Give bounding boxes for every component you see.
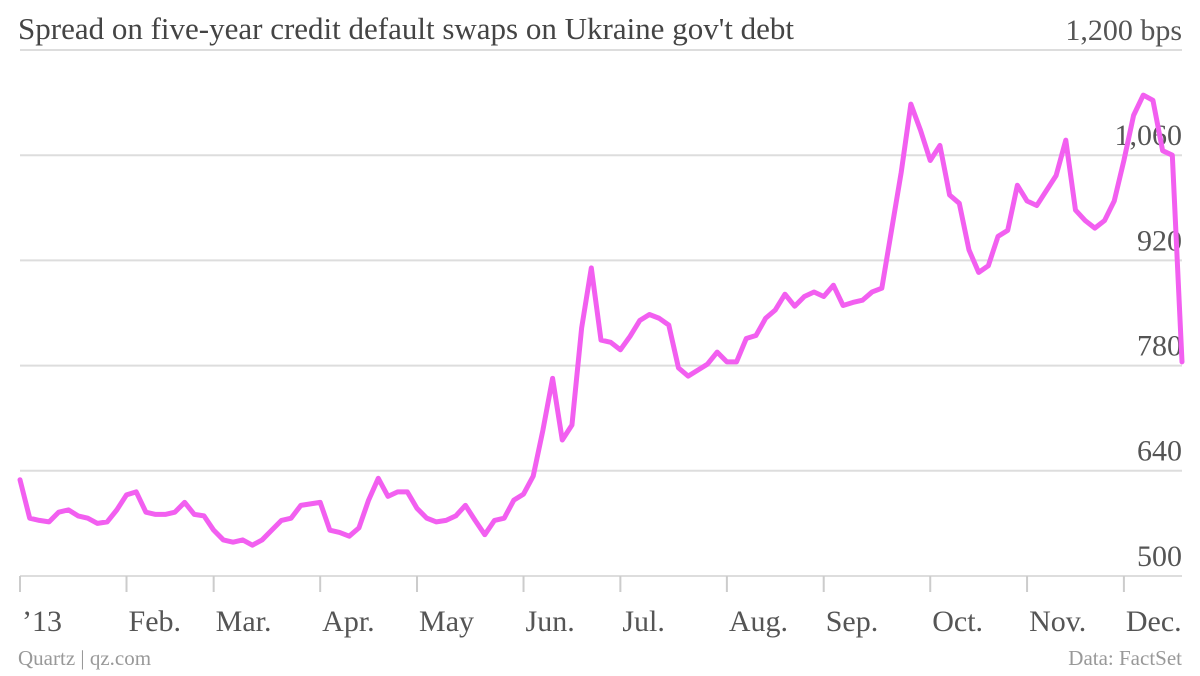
y-tick-label: 780 xyxy=(1137,329,1182,362)
y-tick-label: 500 xyxy=(1137,540,1182,573)
x-tick-label: Oct. xyxy=(932,605,983,638)
x-tick-label: Apr. xyxy=(322,605,375,638)
x-tick-label: Nov. xyxy=(1029,605,1086,638)
line xyxy=(17,92,1185,548)
credit: Quartz | qz.com xyxy=(18,646,151,670)
x-tick-label: Feb. xyxy=(129,605,182,638)
x-tick-label: Aug. xyxy=(729,605,788,638)
x-tick-label: ’13 xyxy=(22,605,62,638)
x-tick-label: Jun. xyxy=(526,605,575,638)
x-tick-label: Dec. xyxy=(1126,605,1182,638)
chart-title: Spread on five-year credit default swaps… xyxy=(18,11,794,46)
source: Data: FactSet xyxy=(1068,646,1182,670)
x-tick-label: May xyxy=(419,605,474,638)
x-tick-label: Jul. xyxy=(622,605,665,638)
y-tick-label: 1,200 bps xyxy=(1065,14,1182,47)
x-tick-label: Mar. xyxy=(216,605,272,638)
y-tick-label: 640 xyxy=(1137,435,1182,468)
x-tick-label: Sep. xyxy=(826,605,879,638)
